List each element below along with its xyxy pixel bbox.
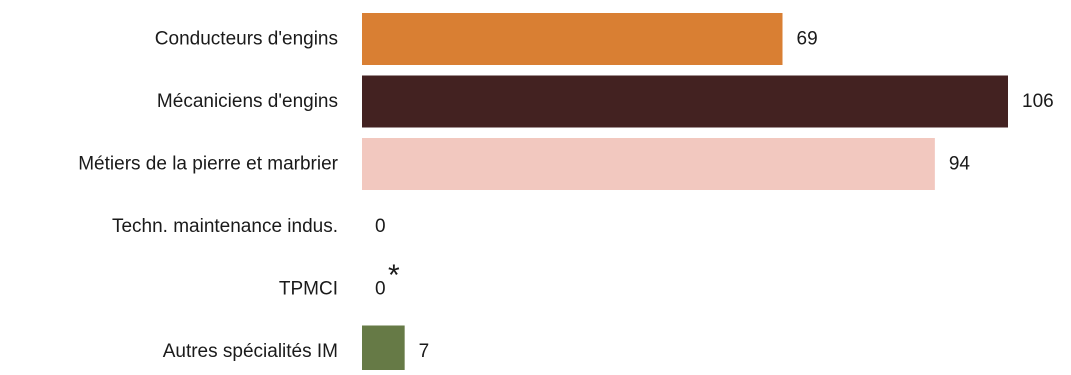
data-label-mecaniciens-d-engins: 106 xyxy=(1022,91,1054,112)
data-label-techn-maintenance-indus: 0 xyxy=(375,216,386,237)
category-label-conducteurs-d-engins: Conducteurs d'engins xyxy=(155,29,338,50)
bar-conducteurs-d-engins xyxy=(362,13,783,65)
category-label-metiers-de-la-pierre-et-marbrier: Métiers de la pierre et marbrier xyxy=(78,154,338,175)
bars xyxy=(362,13,1008,375)
data-label-metiers-de-la-pierre-et-marbrier: 94 xyxy=(949,154,971,175)
data-label-conducteurs-d-engins: 69 xyxy=(797,29,818,50)
data-label-autres-specialites-im: 7 xyxy=(419,341,430,362)
annotation-asterisk: * xyxy=(388,259,400,292)
category-labels: Conducteurs d'engins Mécaniciens d'engins… xyxy=(78,29,338,363)
data-label-tpmci: 0 xyxy=(375,279,386,300)
category-label-techn-maintenance-indus: Techn. maintenance indus. xyxy=(112,216,338,237)
category-label-tpmci: TPMCI xyxy=(279,279,338,300)
bar-mecaniciens-d-engins xyxy=(362,75,1008,128)
category-label-mecaniciens-d-engins: Mécaniciens d'engins xyxy=(157,91,338,112)
bar-metiers-de-la-pierre-et-marbrier xyxy=(362,138,935,190)
bar-autres-specialites-im xyxy=(362,325,405,375)
category-label-autres-specialites-im: Autres spécialités IM xyxy=(163,341,338,362)
